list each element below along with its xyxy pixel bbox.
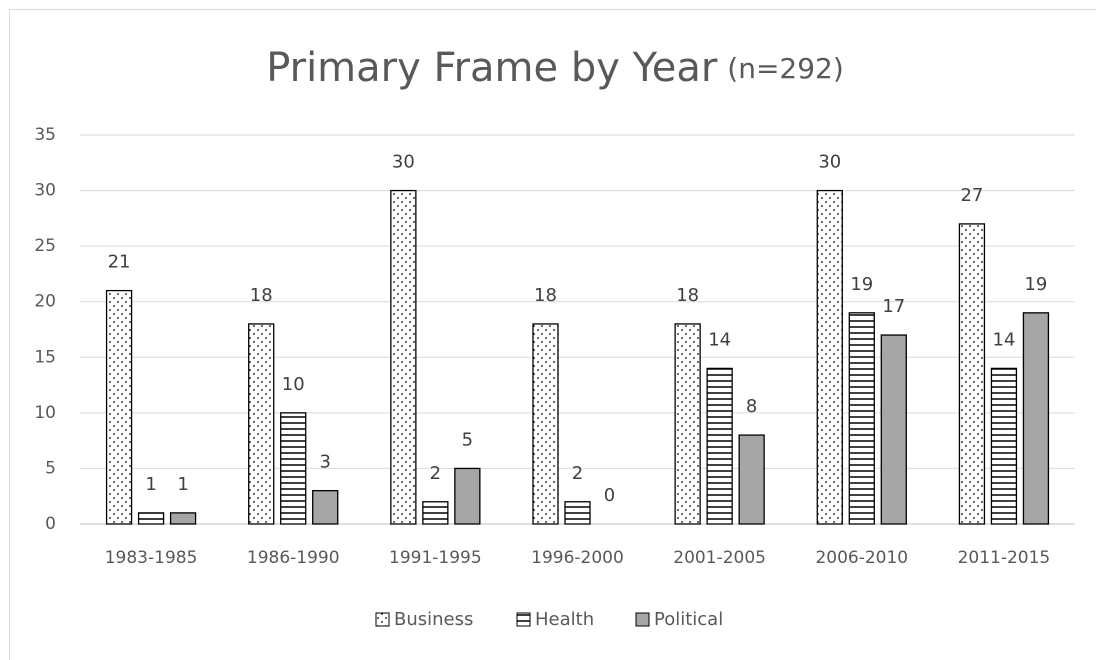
data-label: 10 (282, 374, 305, 395)
data-label: 30 (818, 152, 841, 173)
bar (1022, 312, 1050, 525)
x-tick-label: 1983-1985 (105, 548, 198, 568)
x-tick-label: 2001-2005 (673, 548, 766, 568)
bar (454, 467, 481, 525)
y-tick-label: 0 (45, 514, 56, 534)
data-label: 21 (108, 252, 131, 273)
bar (958, 223, 986, 525)
chart-title-group: Primary Frame by Year (n=292) (266, 45, 844, 91)
data-label: 30 (392, 152, 415, 173)
y-tick-label: 5 (45, 458, 56, 478)
y-tick-label: 10 (34, 403, 56, 423)
data-label: 14 (992, 329, 1015, 350)
y-tick-label: 25 (34, 236, 56, 256)
data-label: 18 (534, 285, 557, 306)
data-label: 18 (250, 285, 273, 306)
legend-label: Business (394, 609, 473, 630)
chart-title: Primary Frame by Year (266, 45, 718, 91)
data-label: 0 (604, 485, 615, 506)
x-tick-label: 1986-1990 (247, 548, 340, 568)
data-label: 1 (145, 474, 156, 495)
data-label: 17 (882, 296, 905, 317)
data-label: 18 (676, 285, 699, 306)
x-tick-label: 2006-2010 (815, 548, 908, 568)
bar (280, 412, 307, 525)
y-tick-label: 30 (34, 181, 56, 201)
data-label: 2 (572, 463, 583, 484)
data-label: 19 (1024, 274, 1047, 295)
data-label: 2 (430, 463, 441, 484)
y-tick-label: 15 (34, 347, 56, 367)
bar (706, 367, 733, 525)
bar (312, 490, 339, 525)
x-tick-label: 1996-2000 (531, 548, 624, 568)
bar (248, 323, 275, 525)
legend-label: Political (654, 609, 723, 630)
bar (169, 512, 197, 525)
bar (105, 289, 133, 525)
bar (422, 501, 449, 525)
legend-swatch (375, 612, 390, 627)
data-label: 14 (708, 329, 731, 350)
data-label: 1 (177, 474, 188, 495)
bar (848, 312, 875, 525)
bar (390, 189, 417, 525)
x-tick-label: 2011-2015 (958, 548, 1051, 568)
legend-swatch (635, 612, 650, 627)
chart-subtitle: (n=292) (727, 52, 844, 85)
bar (816, 189, 843, 525)
bar (738, 434, 765, 525)
legend-swatch (516, 612, 531, 627)
bar (137, 512, 165, 525)
y-tick-label: 20 (34, 292, 56, 312)
data-label: 3 (319, 452, 330, 473)
data-label: 8 (746, 396, 757, 417)
x-tick-label: 1991-1995 (389, 548, 482, 568)
bar (532, 323, 559, 525)
data-label: 5 (462, 429, 473, 450)
y-tick-label: 35 (34, 125, 56, 145)
bar (564, 501, 591, 525)
data-label: 19 (850, 274, 873, 295)
bar (674, 323, 701, 525)
legend-label: Health (535, 609, 594, 630)
bar (880, 334, 907, 525)
bar (990, 367, 1018, 525)
data-label: 27 (960, 185, 983, 206)
